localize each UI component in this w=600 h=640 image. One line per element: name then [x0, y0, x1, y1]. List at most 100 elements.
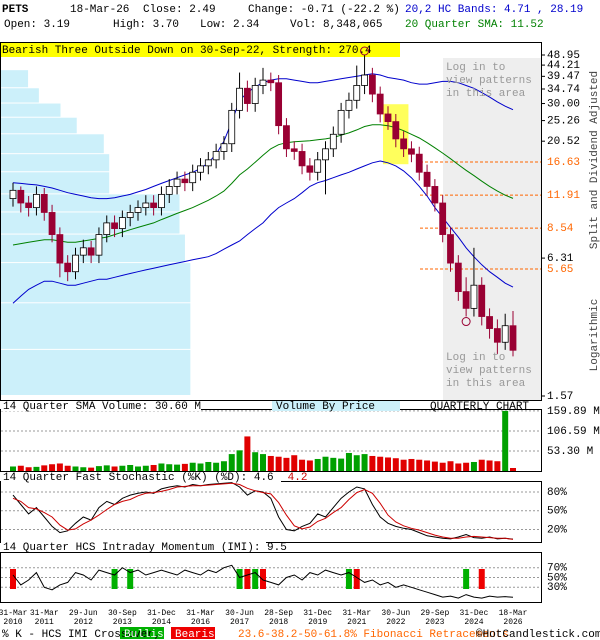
candle-body: [368, 74, 376, 95]
change: Change: -0.71 (-22.2 %): [248, 4, 400, 16]
volume-bar: [447, 461, 454, 471]
volume-bar: [431, 461, 438, 471]
x-tick-label: 31-Dec 2019: [303, 609, 333, 627]
stochastic-line: [12, 482, 514, 540]
candle-body: [392, 121, 400, 140]
volume-bar: [174, 464, 181, 471]
volume-bar: [502, 410, 509, 471]
volume-bar: [197, 463, 204, 471]
volume-by-price-bar: [1, 154, 110, 172]
volume-bar: [299, 459, 306, 471]
candle-body: [408, 148, 415, 155]
side-label: Split and Dividend Adjusted: [589, 71, 600, 249]
x-tick-label: 30-Sep 2013: [107, 609, 137, 627]
candle-body: [103, 222, 111, 235]
y-tick-label: 70%: [547, 563, 567, 575]
volume-bar: [470, 461, 477, 471]
candle-body: [197, 165, 204, 173]
volume-bar: [228, 454, 235, 471]
bearish-signal: [244, 569, 251, 589]
volume-bar: [95, 466, 102, 471]
high: High: 3.70: [113, 19, 179, 31]
volume-bar: [244, 436, 251, 471]
volume-bar: [267, 455, 274, 471]
bearish-signal: [353, 569, 360, 589]
sma: 20 Quarter SMA: 11.52: [405, 19, 544, 31]
candle-body: [470, 284, 478, 309]
volume-bar: [181, 463, 188, 471]
title-bg: [1, 472, 281, 482]
bullish-signal: [463, 569, 470, 589]
candle-body: [447, 234, 454, 264]
candle-body: [439, 202, 447, 235]
volume-bar: [64, 465, 71, 471]
bearish-signal: [10, 569, 16, 589]
y-tick-label: 159.89 M: [547, 406, 600, 418]
volume-bar: [494, 461, 501, 471]
candle-body: [337, 109, 345, 135]
x-tick-label: 28-Sep 2018: [264, 609, 294, 627]
volume-bar: [330, 457, 337, 471]
candle-body: [353, 85, 361, 101]
volume-bar: [72, 466, 79, 471]
candle-body: [509, 325, 517, 351]
candle-body: [17, 189, 25, 204]
y-tick-label: 50%: [547, 506, 567, 518]
volume-bar: [260, 454, 266, 471]
volume-bar: [345, 452, 352, 471]
volume-bar: [283, 457, 290, 471]
volume-bar: [80, 467, 87, 471]
volume: Vol: 8,348,065: [290, 19, 382, 31]
bullish-signal: [345, 569, 352, 589]
low-marker: [461, 317, 471, 327]
panel-subtitle: Volume By Price: [276, 401, 375, 413]
indicator-line: [12, 160, 514, 304]
candle-body: [329, 133, 337, 150]
stochastic-line: [12, 482, 514, 540]
candle-body: [134, 207, 142, 213]
volume-bar: [252, 452, 259, 471]
close: Close: 2.49: [143, 4, 216, 16]
candle-body: [72, 254, 79, 273]
candle-body: [118, 217, 126, 229]
candle-body: [322, 148, 329, 161]
volume-bar: [510, 467, 516, 471]
volume-bar: [478, 459, 485, 471]
candle-body: [243, 87, 251, 104]
volume-bar: [416, 459, 423, 471]
candle-body: [95, 234, 103, 256]
y-tick-label: 20%: [547, 524, 567, 536]
x-tick-label: 31-Mar 2016: [186, 609, 215, 627]
candle-body: [173, 178, 181, 187]
panel-annotation: QUARTERLY CHART: [430, 401, 529, 413]
candle-body: [275, 82, 283, 127]
volume-bar: [314, 458, 321, 471]
volume-bar: [158, 463, 165, 471]
candle-body: [181, 178, 189, 184]
fib-label: 11.91: [547, 190, 580, 202]
candle-body: [64, 262, 72, 273]
y-tick-label: 44.21: [547, 60, 580, 72]
candle-body: [142, 202, 150, 209]
open: Open: 3.19: [4, 19, 70, 31]
volume-frame: [0, 409, 542, 472]
price-frame: [0, 42, 542, 401]
candle-body: [400, 138, 408, 150]
login-note: Log in to view patterns in this area: [446, 352, 532, 390]
candle-body: [212, 151, 220, 161]
volume-bar: [189, 462, 196, 471]
y-tick-label: 20.52: [547, 136, 580, 148]
volume-bar: [455, 463, 462, 471]
login-note: Log in to view patterns in this area: [446, 62, 532, 100]
volume-bar: [56, 463, 63, 471]
volume-bar: [439, 462, 446, 471]
candle-body: [189, 171, 197, 184]
volume-bar: [142, 465, 149, 471]
x-tick-label: 30-Jun 2022: [381, 609, 411, 627]
date: 18-Mar-26: [70, 4, 129, 16]
y-tick-label: 80%: [547, 487, 567, 499]
volume-bar: [408, 458, 415, 471]
volume-bar: [33, 466, 40, 471]
volume-bar: [291, 455, 298, 471]
candle-body: [48, 212, 56, 235]
